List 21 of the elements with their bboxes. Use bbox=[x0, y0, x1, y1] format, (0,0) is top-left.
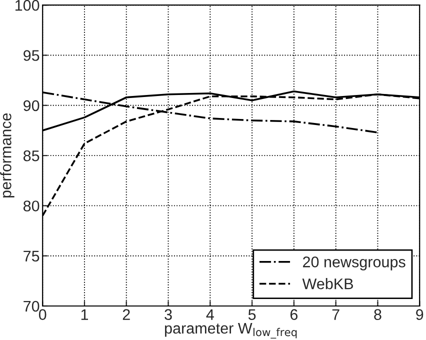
x-tick-label: 4 bbox=[206, 309, 214, 320]
y-tick-label: 90 bbox=[24, 100, 40, 112]
y-tick-label: 80 bbox=[23, 200, 40, 212]
y-axis-title: performance bbox=[0, 113, 14, 198]
x-tick-label: 8 bbox=[374, 309, 382, 320]
legend-label: 20 newsgroups bbox=[303, 256, 406, 270]
y-tick-label: 85 bbox=[23, 150, 40, 162]
x-tick-label: 5 bbox=[248, 309, 256, 320]
y-tick-label: 100 bbox=[16, 0, 40, 11]
y-tick-label: 70 bbox=[24, 300, 40, 312]
x-tick-label: 2 bbox=[122, 309, 130, 320]
x-tick-label: 7 bbox=[332, 309, 340, 320]
x-tick-label: 1 bbox=[81, 309, 88, 320]
x-tick-label: 6 bbox=[290, 309, 298, 320]
y-tick-label: 75 bbox=[24, 250, 40, 262]
x-tick-label: 9 bbox=[416, 309, 424, 320]
legend-label: WebKB bbox=[302, 278, 353, 290]
y-tick-label: 95 bbox=[24, 50, 40, 61]
x-tick-label: 0 bbox=[38, 309, 46, 320]
x-axis-title: parameter W$_{low_freq}$ bbox=[165, 323, 297, 339]
x-tick-label: 3 bbox=[164, 309, 172, 320]
